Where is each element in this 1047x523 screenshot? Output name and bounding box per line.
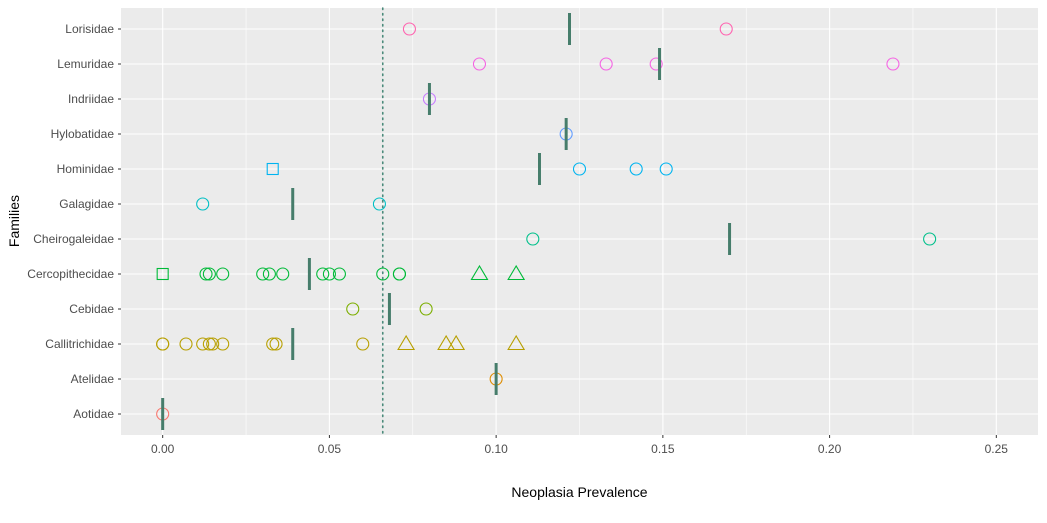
data-point-triangle xyxy=(507,264,526,281)
x-tick-label: 0.15 xyxy=(651,442,675,456)
minor-gridlines xyxy=(245,8,914,435)
x-tick-label: 0.05 xyxy=(318,442,342,456)
y-tick-label: Indriidae xyxy=(68,92,114,106)
x-tick-label: 0.10 xyxy=(484,442,508,456)
data-point-circle xyxy=(392,267,406,281)
data-point-circle xyxy=(269,337,283,351)
x-axis-ticks: 0.00 0.05 0.10 0.15 0.20 0.25 xyxy=(151,435,1008,456)
data-point-circle xyxy=(266,337,280,351)
y-tick-label: Cebidae xyxy=(69,302,114,316)
data-point-circle xyxy=(402,22,416,36)
data-point-circle xyxy=(206,337,220,351)
y-tick-label: Cercopithecidae xyxy=(27,267,114,281)
data-point-circle xyxy=(356,337,370,351)
data-point-circle xyxy=(346,302,360,316)
data-point-circle xyxy=(923,232,937,246)
data-point-circle xyxy=(179,337,193,351)
data-point-circle xyxy=(372,197,386,211)
data-point-square xyxy=(156,267,169,281)
data-point-triangle xyxy=(507,334,526,351)
data-point-circle xyxy=(216,337,230,351)
major-gridlines xyxy=(121,8,1038,435)
data-point-circle xyxy=(216,267,230,281)
data-point-circle xyxy=(649,57,663,71)
data-point-circle xyxy=(276,267,290,281)
y-tick-label: Callitrichidae xyxy=(45,337,114,351)
x-axis-title: Neoplasia Prevalence xyxy=(511,484,647,500)
y-tick-label: Cheirogaleidae xyxy=(33,232,114,246)
x-tick-label: 0.25 xyxy=(985,442,1009,456)
y-tick-label: Aotidae xyxy=(73,407,114,421)
y-tick-label: Galagidae xyxy=(59,197,114,211)
data-point-circle xyxy=(196,197,210,211)
data-point-circle xyxy=(659,162,673,176)
data-point-circle xyxy=(526,232,540,246)
x-tick-label: 0.20 xyxy=(818,442,842,456)
data-point-triangle xyxy=(437,334,456,351)
data-point-circle xyxy=(629,162,643,176)
data-point-circle xyxy=(332,267,346,281)
y-tick-label: Hylobatidae xyxy=(51,127,115,141)
data-point-circle xyxy=(599,57,613,71)
data-point-circle xyxy=(322,267,336,281)
data-point-circle xyxy=(472,57,487,71)
y-tick-label: Atelidae xyxy=(71,372,115,386)
data-point-circle xyxy=(199,267,213,281)
data-point-circle xyxy=(156,337,170,351)
data-point-triangle xyxy=(397,334,416,351)
data-point-circle xyxy=(202,337,216,351)
data-point-circle xyxy=(572,162,587,176)
data-point-square xyxy=(266,162,279,176)
family-mean-markers-layer xyxy=(161,13,732,430)
data-point-circle xyxy=(202,267,216,281)
data-point-circle xyxy=(196,337,210,351)
y-tick-label: Hominidae xyxy=(57,162,115,176)
data-point-circle xyxy=(419,302,433,316)
data-point-circle xyxy=(376,267,390,281)
y-axis-title: Families xyxy=(6,195,22,247)
y-tick-label: Lorisidae xyxy=(65,22,114,36)
x-tick-label: 0.00 xyxy=(151,442,175,456)
data-point-circle xyxy=(719,22,733,36)
y-axis-ticks: Aotidae Atelidae Callitrichidae Cebidae Cerc… xyxy=(27,22,121,421)
data-point-circle xyxy=(262,267,276,281)
data-point-circle xyxy=(886,57,900,71)
data-points-layer xyxy=(156,22,937,421)
y-tick-label: Lemuridae xyxy=(57,57,114,71)
data-point-triangle xyxy=(447,334,466,351)
data-point-triangle xyxy=(470,264,489,281)
data-point-circle xyxy=(316,267,330,281)
data-point-circle xyxy=(256,267,270,281)
